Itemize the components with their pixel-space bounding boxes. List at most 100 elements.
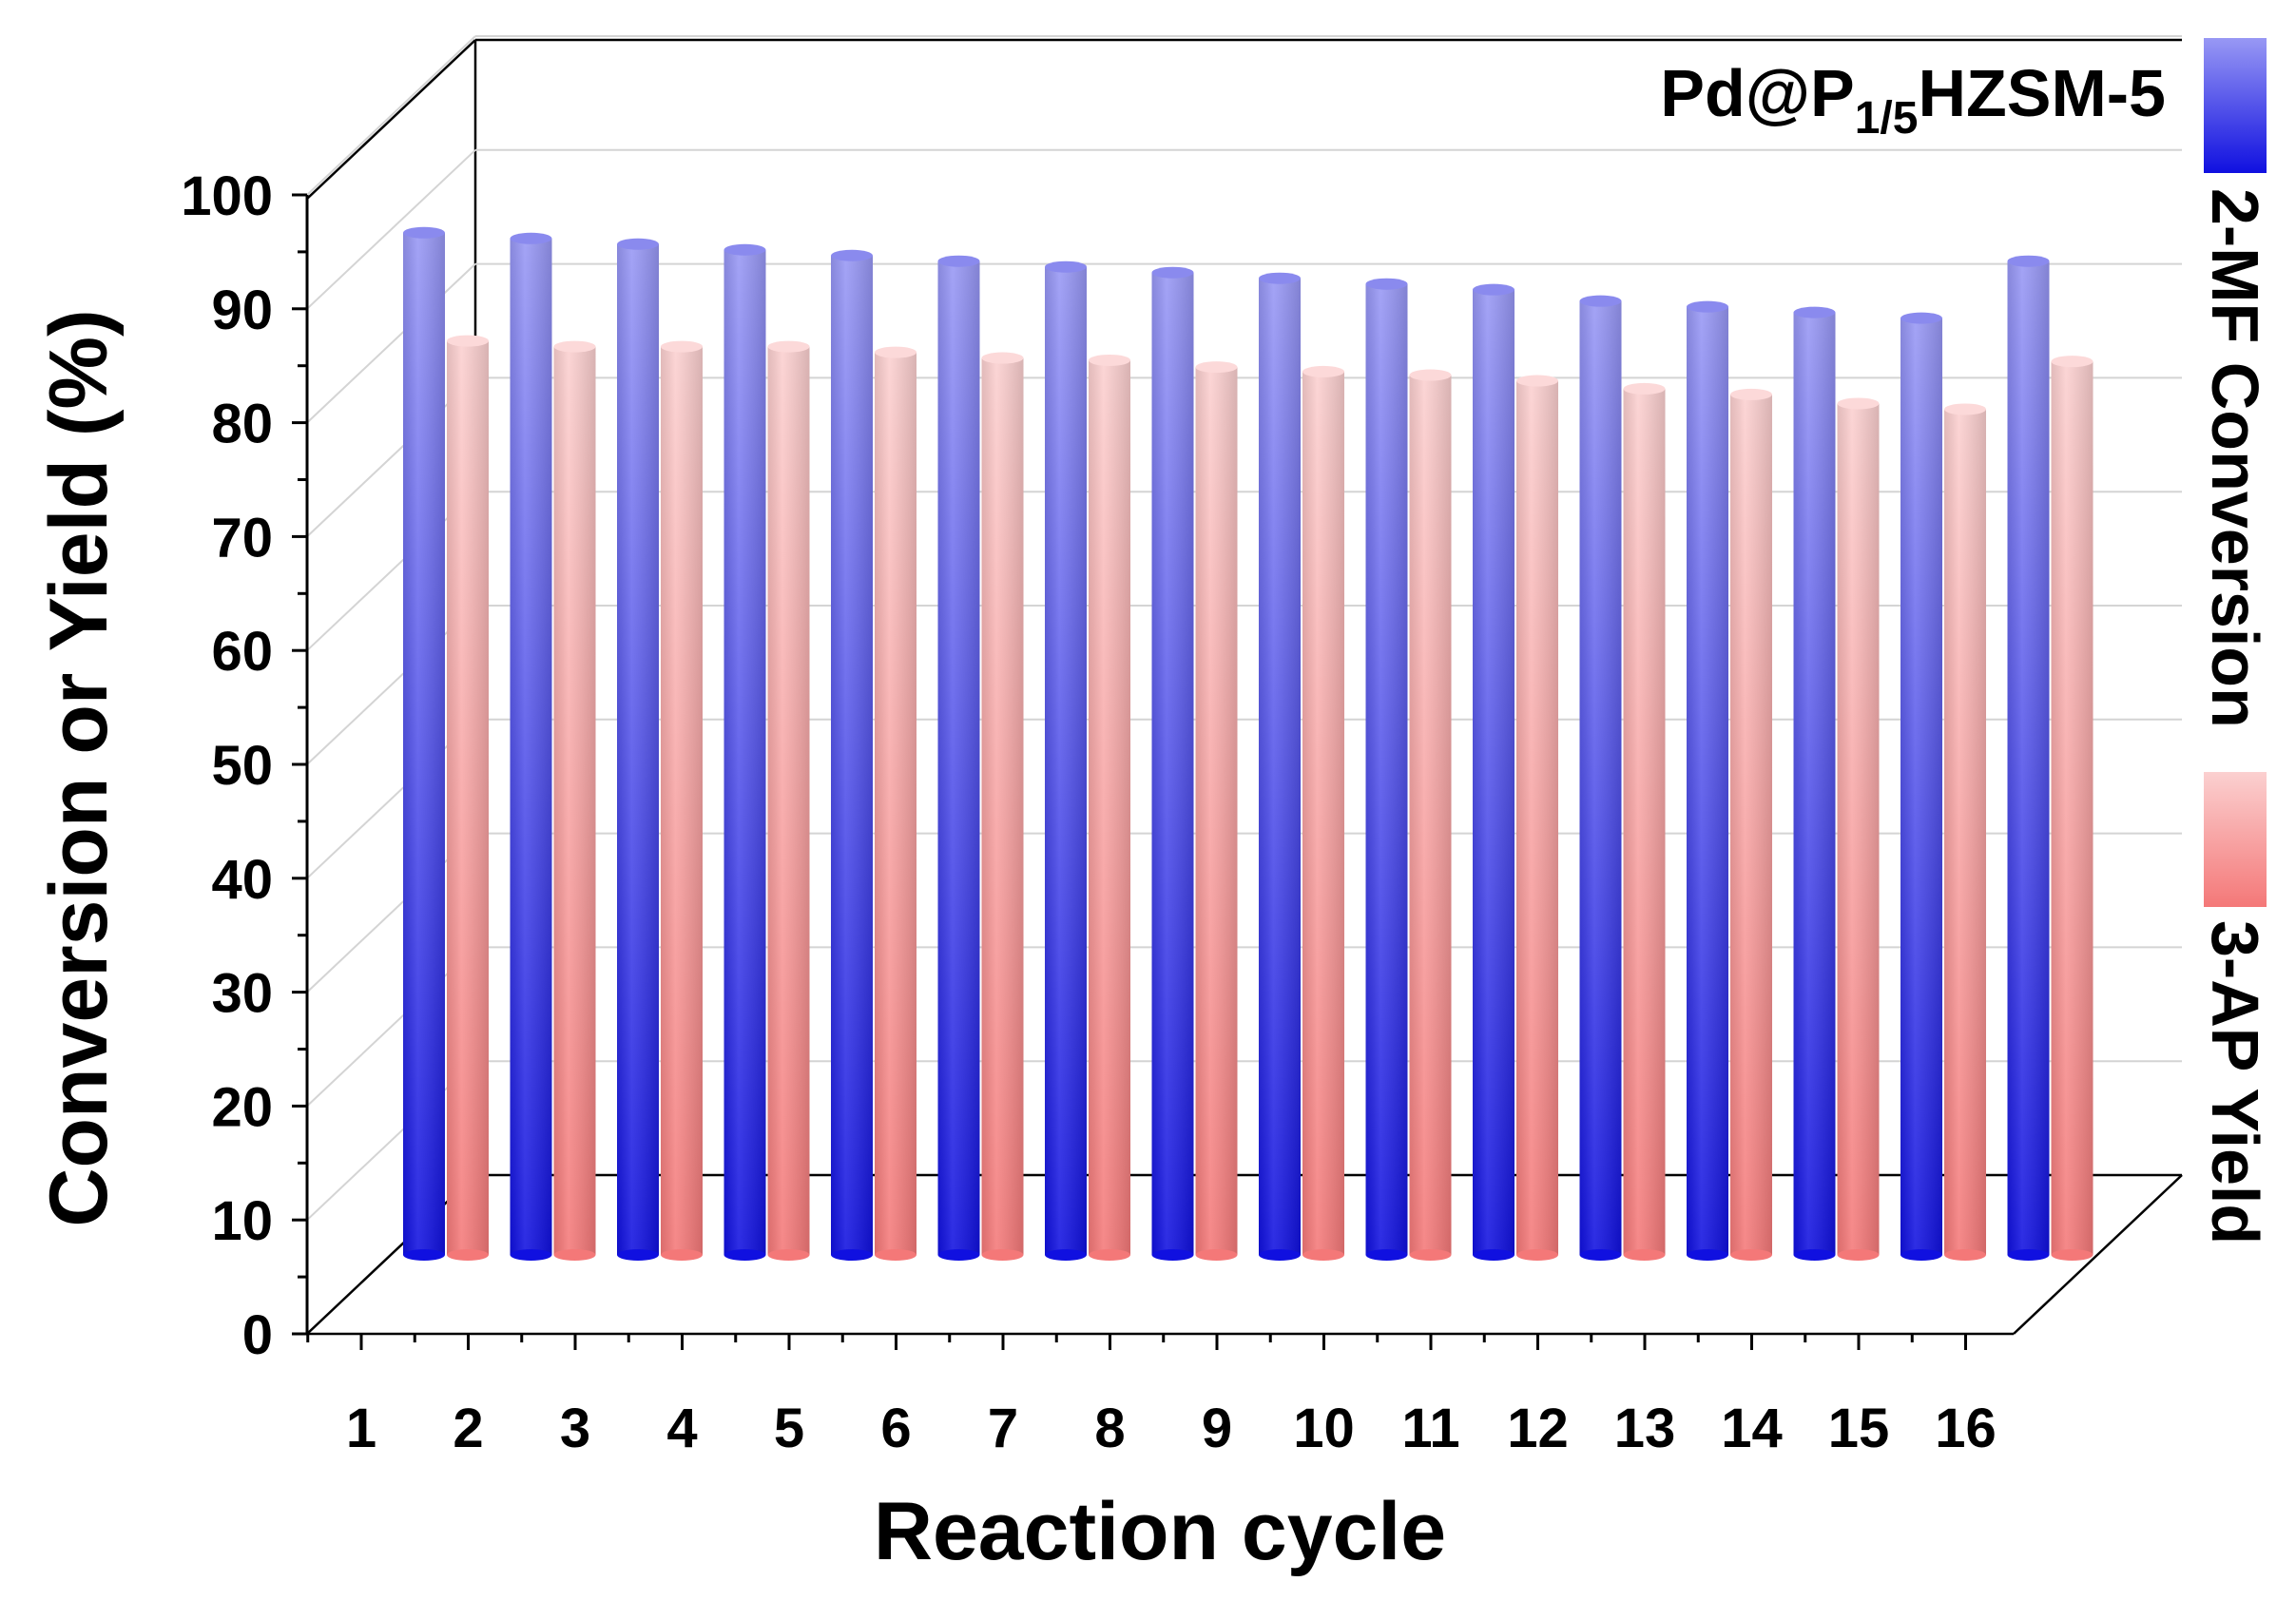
- y-axis-title: Conversion or Yield (%): [33, 309, 125, 1226]
- bar-conversion-shade: [831, 255, 873, 1255]
- bar-conversion-shade: [937, 260, 980, 1256]
- x-tick-label: 7: [988, 1398, 1018, 1459]
- bar-conversion-base: [1151, 1249, 1194, 1261]
- bar-yield-cap: [1516, 375, 1558, 387]
- x-tick-label: 2: [453, 1398, 483, 1459]
- y-tick-label: 30: [211, 963, 273, 1025]
- catalyst-label-main: Pd@P: [1660, 56, 1854, 130]
- bar-conversion-cap: [1259, 272, 1301, 284]
- x-tick-label: 15: [1828, 1398, 1890, 1459]
- bar-yield-cap: [1837, 397, 1880, 410]
- legend-label-yield: 3-AP Yield: [2198, 920, 2272, 1244]
- x-tick-label: 16: [1935, 1398, 1997, 1459]
- bar-yield-cap: [1730, 388, 1772, 400]
- bar-conversion-cap: [1473, 283, 1515, 296]
- y-tick-label: 70: [211, 507, 273, 569]
- bar-yield: [553, 340, 596, 1261]
- bar-yield: [1195, 361, 1238, 1261]
- bar-conversion-base: [831, 1249, 873, 1261]
- bar-conversion-cap: [617, 238, 659, 250]
- bar-yield-base: [661, 1249, 703, 1261]
- bar-yield-cap: [553, 340, 596, 353]
- bar-conversion-shade: [1473, 289, 1515, 1255]
- bar-conversion-cap: [1579, 295, 1622, 307]
- bar-conversion-cap: [937, 255, 980, 267]
- bar-conversion-cap: [403, 226, 445, 239]
- bar-yield-shade: [1516, 380, 1558, 1255]
- bar-conversion-shade: [724, 249, 766, 1255]
- bar-conversion-cap: [1045, 260, 1087, 273]
- bar-conversion: [831, 249, 873, 1261]
- bar-yield: [1409, 369, 1452, 1261]
- bar-yield-cap: [1195, 361, 1238, 374]
- bar-conversion-base: [937, 1249, 980, 1261]
- bar-yield-base: [2051, 1249, 2093, 1261]
- bar-yield-cap: [767, 340, 810, 353]
- x-tick-label: 10: [1293, 1398, 1355, 1459]
- bar-conversion-shade: [1259, 278, 1301, 1256]
- y-tick-label: 80: [211, 394, 273, 455]
- bar-yield-cap: [661, 340, 703, 353]
- bar-yield-cap: [1944, 403, 1986, 415]
- bar-yield-base: [1730, 1249, 1772, 1261]
- bar-conversion-shade: [1793, 312, 1836, 1255]
- bar-yield-shade: [1837, 403, 1880, 1256]
- catalyst-label-subscript: 1/5: [1855, 93, 1919, 144]
- bar-conversion: [510, 232, 552, 1261]
- bar-conversion-shade: [2007, 260, 2050, 1256]
- bar-conversion: [1579, 295, 1622, 1261]
- bar-yield-base: [553, 1249, 596, 1261]
- bar-conversion-shade: [1365, 283, 1408, 1255]
- y-tick-label: 20: [211, 1076, 273, 1138]
- bar-yield: [2051, 356, 2093, 1261]
- bar-yield-cap: [1623, 382, 1666, 395]
- bar-yield-base: [981, 1249, 1024, 1261]
- bar-yield-shade: [1302, 371, 1344, 1255]
- x-tick-label: 5: [774, 1398, 804, 1459]
- bar-conversion-base: [1793, 1249, 1836, 1261]
- bar-yield: [875, 346, 916, 1261]
- bar-conversion: [1687, 300, 1728, 1261]
- y-tick-label: 0: [242, 1304, 273, 1366]
- y-tick-label: 10: [211, 1190, 273, 1252]
- bar-yield: [1516, 375, 1558, 1261]
- bar-yield-base: [1944, 1249, 1986, 1261]
- bar-conversion-base: [1045, 1249, 1087, 1261]
- bar-yield-cap: [447, 335, 489, 347]
- bar-conversion-cap: [510, 232, 552, 244]
- bar-yield-shade: [1623, 388, 1666, 1255]
- bar-yield: [1730, 388, 1772, 1261]
- bar-conversion: [617, 238, 659, 1261]
- bar-yield-shade: [1409, 375, 1452, 1255]
- y-tick-label: 90: [211, 280, 273, 341]
- bar-conversion-shade: [1045, 266, 1087, 1256]
- bar-yield-base: [1516, 1249, 1558, 1261]
- bar-yield: [1089, 354, 1130, 1261]
- bar-conversion: [1151, 266, 1194, 1261]
- legend: 2-MF Conversion 3-AP Yield: [2198, 38, 2272, 1244]
- bar-yield-base: [1623, 1249, 1666, 1261]
- x-axis: 1 2 3 4 5 6 7 8 9 10 11 12 13 14 15 16: [306, 1334, 1997, 1459]
- bar-conversion-base: [1365, 1249, 1408, 1261]
- bar-conversion: [1045, 260, 1087, 1261]
- bar-conversion: [1900, 312, 1942, 1261]
- x-tick-label: 4: [666, 1398, 697, 1459]
- bar-yield-base: [767, 1249, 810, 1261]
- bar-yield-shade: [1730, 394, 1772, 1255]
- bar-yield-shade: [1089, 359, 1130, 1255]
- bar-conversion: [2007, 255, 2050, 1261]
- bar-yield-base: [1195, 1249, 1238, 1261]
- legend-swatch-conversion: [2204, 38, 2267, 173]
- x-tick-label: 14: [1721, 1398, 1783, 1459]
- bar-conversion-base: [1900, 1249, 1942, 1261]
- bar-yield-base: [1409, 1249, 1452, 1261]
- bar-yield-base: [1302, 1249, 1344, 1261]
- bar-yield-base: [447, 1249, 489, 1261]
- bar-yield-shade: [875, 352, 916, 1255]
- bar-yield-shade: [767, 346, 810, 1256]
- x-tick-label: 11: [1401, 1398, 1459, 1459]
- x-tick-label: 6: [880, 1398, 911, 1459]
- bar-yield-cap: [875, 346, 916, 358]
- bar-yield-cap: [2051, 356, 2093, 368]
- bar-conversion-cap: [831, 249, 873, 261]
